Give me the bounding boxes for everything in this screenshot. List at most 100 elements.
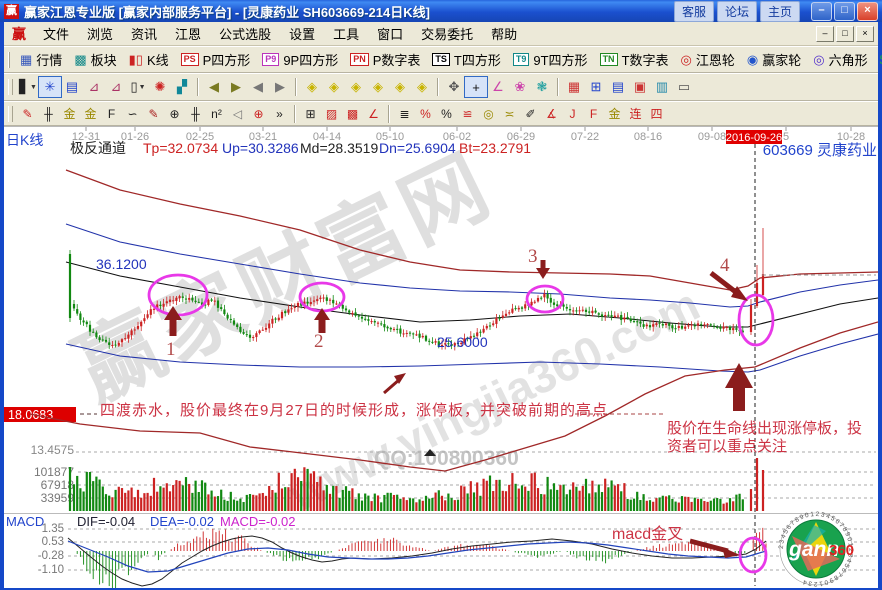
tool-gold-angle-icon[interactable]: 金	[608, 107, 621, 121]
title-chip-2[interactable]: 主页	[759, 0, 800, 22]
menu-item-7[interactable]: 窗口	[377, 27, 404, 42]
p9-square-label: 9P四方形	[283, 53, 339, 68]
sectors-icon: ▩	[74, 51, 87, 67]
tool-gold-grid-icon[interactable]: 金	[63, 107, 76, 121]
tool-pen-icon[interactable]: ✎	[148, 106, 159, 121]
menu-item-6[interactable]: 工具	[333, 27, 360, 42]
t-number-table-button[interactable]: TN T数字表	[594, 49, 675, 70]
tool-parallel-icon[interactable]: ≌	[462, 106, 473, 121]
title-chip-1[interactable]: 论坛	[716, 0, 757, 22]
sectors-button[interactable]: ▩ 板块	[68, 49, 122, 70]
tool-percent-line-icon[interactable]: %	[420, 106, 431, 121]
mdi-restore-button[interactable]: □	[836, 25, 854, 42]
next-bar-icon[interactable]: ▶	[275, 79, 285, 94]
mdi-minimize-button[interactable]: –	[816, 25, 834, 42]
diamond-tool-3-icon[interactable]: ◈	[351, 79, 361, 94]
brain-tool-icon[interactable]: ❃	[536, 79, 548, 94]
calendar-icon[interactable]: ▦	[567, 79, 581, 94]
hand-tool-icon[interactable]: ✥	[448, 79, 460, 94]
calculator-icon[interactable]: ⊞	[590, 79, 602, 94]
menu-item-5[interactable]: 设置	[289, 27, 316, 42]
save-icon[interactable]: ▣	[633, 79, 647, 94]
maximize-button[interactable]: □	[834, 1, 855, 21]
angle-measure-tool-icon[interactable]: ∠	[492, 79, 504, 94]
notepad-icon[interactable]: ▤	[611, 79, 625, 94]
network-icon[interactable]: ▥	[655, 79, 669, 94]
quotes-table-button[interactable]: ▦ 行情	[14, 49, 68, 70]
winner-service-button[interactable]: $赢家服务	[874, 49, 882, 70]
volume-axis-label: 101877	[34, 465, 74, 479]
date-tick-label: 08-16	[634, 131, 662, 143]
diamond-tool-6-icon[interactable]: ◈	[417, 79, 427, 94]
close-button[interactable]: ×	[857, 1, 878, 21]
prev-bar-icon[interactable]: ◀	[253, 79, 263, 94]
diamond-tool-2-icon[interactable]: ◈	[329, 79, 339, 94]
price-marker-box	[4, 407, 76, 422]
kline-button[interactable]: ▮▯ K线	[123, 49, 175, 70]
menu-item-0[interactable]: 文件	[43, 27, 70, 42]
mdi-close-button[interactable]: ×	[856, 25, 874, 42]
tool-angle-fan-icon[interactable]: ∠	[368, 106, 379, 121]
kline-style-icon[interactable]: ▋ ▼	[19, 79, 37, 94]
first-bar-icon[interactable]: ◀	[209, 79, 219, 94]
menu-item-2[interactable]: 资讯	[131, 27, 158, 42]
p-square-label: P四方形	[202, 53, 251, 68]
hexagon-button[interactable]: ◎ 六角形	[807, 49, 873, 70]
winner-wheel-button[interactable]: ◉ 赢家轮	[741, 49, 807, 70]
tool-si-angle-icon[interactable]: 四	[650, 107, 663, 121]
chart-small-3-icon[interactable]: ⊿	[88, 79, 100, 94]
tool-gold-grid-2-icon[interactable]: 金	[84, 107, 97, 121]
tool-fan-grid-icon[interactable]: ▩	[346, 106, 359, 121]
tool-gann-circle-icon[interactable]: ◎	[483, 106, 494, 121]
channel-pattern-icon[interactable]: ✳	[38, 76, 62, 98]
tool-box-grid-icon[interactable]: ⊞	[305, 106, 316, 121]
diamond-tool-1-icon[interactable]: ◈	[307, 79, 317, 94]
period-label: 日K线	[6, 132, 43, 148]
gann-wheel-small-icon[interactable]: ✺	[154, 79, 166, 94]
tool-gann-lines-icon[interactable]: ≍	[504, 106, 515, 121]
p-square-button[interactable]: PS P四方形	[175, 49, 257, 70]
menu-item-1[interactable]: 浏览	[87, 27, 114, 42]
tool-lian-angle-icon[interactable]: 连	[629, 107, 642, 121]
minimize-button[interactable]: –	[811, 1, 832, 21]
gann-wheel-button[interactable]: ◎ 江恩轮	[675, 49, 741, 70]
tool-angle-a-icon[interactable]: ∡	[546, 106, 557, 121]
p9-square-button[interactable]: P9 9P四方形	[256, 49, 344, 70]
flower-tool-icon[interactable]: ❀	[514, 79, 526, 94]
candle-type-icon[interactable]: ▯ ▼	[130, 79, 146, 94]
tool-cycle-icon[interactable]: ⊕	[169, 106, 180, 121]
chart-small-9-icon[interactable]: ⊿	[110, 79, 122, 94]
printer-icon[interactable]: ▭	[677, 79, 691, 94]
last-bar-icon[interactable]: ▶	[231, 79, 241, 94]
crosshair-tool-icon[interactable]: +	[464, 76, 488, 98]
tool-wave-icon[interactable]: ∽	[127, 106, 138, 121]
menu-item-9[interactable]: 帮助	[491, 27, 518, 42]
menu-item-3[interactable]: 江恩	[175, 27, 202, 42]
p-number-table-button[interactable]: PN P数字表	[344, 49, 426, 70]
tool-grid-line-icon[interactable]: ╫	[44, 106, 53, 121]
tool-pencil-icon[interactable]: ✐	[525, 106, 536, 121]
tool-square-n-icon[interactable]: n²	[211, 106, 222, 121]
quote-doc-icon[interactable]: ▤	[65, 79, 79, 94]
menu-item-8[interactable]: 交易委托	[421, 27, 474, 42]
tool-f-angle-icon[interactable]: F	[589, 106, 598, 121]
tool-brush-icon[interactable]: ✎	[22, 106, 33, 121]
tool-grid-2-icon[interactable]: ╫	[191, 106, 200, 121]
kline-chart-canvas[interactable]: 赢家财富网www.yingjia360.comQQ:10080036012-31…	[4, 126, 879, 590]
more-tools-icon[interactable]: »	[276, 106, 283, 121]
tool-f-grid-icon[interactable]: F	[107, 106, 116, 121]
diamond-tool-4-icon[interactable]: ◈	[373, 79, 383, 94]
tool-percent-icon[interactable]: %	[441, 106, 452, 121]
tool-compass-icon[interactable]: ⊕	[253, 106, 264, 121]
tool-flag-icon[interactable]: ◁	[232, 106, 243, 121]
tool-j-angle-icon[interactable]: J	[569, 106, 576, 121]
diamond-tool-5-icon[interactable]: ◈	[395, 79, 405, 94]
tool-ruler-icon[interactable]: ≣	[399, 106, 410, 121]
title-chip-0[interactable]: 客服	[673, 0, 714, 22]
volume-axis-label: 67918	[41, 478, 75, 492]
color-chart-icon[interactable]: ▞	[177, 79, 187, 94]
t9-square-button[interactable]: T9 9T四方形	[507, 49, 594, 70]
tool-fan-red-icon[interactable]: ▨	[325, 106, 338, 121]
menu-item-4[interactable]: 公式选股	[219, 27, 272, 42]
t-square-button[interactable]: TS T四方形	[426, 49, 506, 70]
